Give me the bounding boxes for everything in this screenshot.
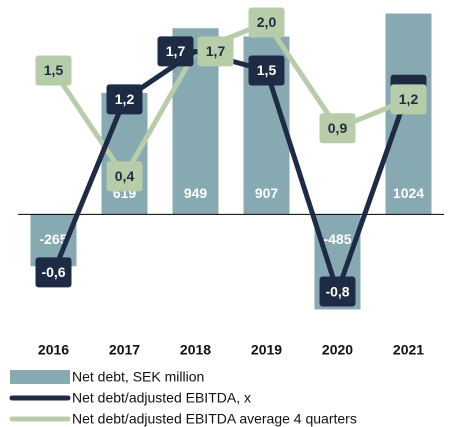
value-box (197, 36, 234, 67)
value-box (157, 36, 194, 67)
value-box (35, 55, 72, 86)
value-label: 2,0 (257, 14, 277, 30)
value-box (248, 7, 285, 38)
x-tick-label: 2020 (322, 342, 353, 358)
value-box (106, 84, 143, 115)
value-box (319, 113, 356, 144)
x-tick-label: 2017 (109, 342, 140, 358)
x-tick-label: 2016 (38, 342, 69, 358)
bar-label: 1024 (393, 185, 424, 201)
value-box (319, 276, 356, 307)
legend-label: Net debt/adjusted EBITDA, x (72, 390, 251, 406)
x-tick-label: 2019 (251, 342, 282, 358)
x-tick-label: 2021 (393, 342, 424, 358)
bar-label: -265 (39, 231, 67, 247)
legend-label: Net debt/adjusted EBITDA average 4 quart… (72, 411, 357, 427)
value-label: 1,2 (115, 91, 135, 107)
value-label: -0,8 (325, 283, 349, 299)
legend-swatch (10, 370, 70, 384)
value-label: 1,2 (399, 91, 419, 107)
value-label: 1,7 (206, 43, 226, 59)
value-box (106, 161, 143, 192)
value-label: 0,9 (328, 120, 348, 136)
bar-label: 907 (255, 185, 279, 201)
value-box (248, 55, 285, 86)
value-label: 0,4 (115, 168, 135, 184)
x-tick-label: 2018 (180, 342, 211, 358)
legend-label: Net debt, SEK million (72, 369, 204, 385)
value-box (35, 257, 72, 288)
value-label: 1,5 (257, 62, 277, 78)
value-label: -0,6 (41, 264, 65, 280)
value-label: 1,5 (44, 62, 64, 78)
bar-label: -485 (323, 231, 351, 247)
bar-label: 949 (184, 185, 208, 201)
value-box (390, 84, 427, 115)
value-label: 1,7 (166, 43, 186, 59)
